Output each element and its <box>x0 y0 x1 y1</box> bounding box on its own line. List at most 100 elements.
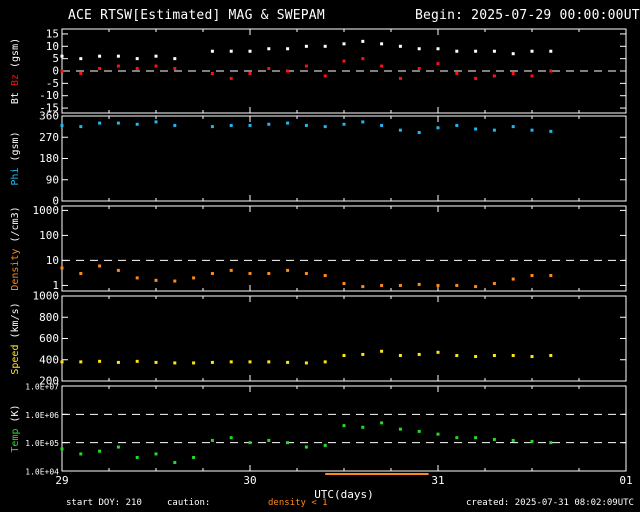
bt-point <box>304 44 308 48</box>
speed-point <box>361 352 365 356</box>
bt-point <box>474 49 478 53</box>
speed-point <box>398 354 402 357</box>
temp-point <box>192 455 196 459</box>
temp-point <box>398 427 402 431</box>
bt-point <box>492 49 496 53</box>
bz-point <box>549 69 553 73</box>
phi-point <box>323 125 327 129</box>
temp-point <box>380 421 384 425</box>
bt-point <box>154 54 158 58</box>
density-point <box>361 285 365 289</box>
phi-ytick-label: 90 <box>46 173 59 186</box>
density-point <box>549 273 553 277</box>
bt-point <box>361 39 365 43</box>
density-point <box>192 276 196 280</box>
speed-point <box>248 360 252 364</box>
density-point <box>436 283 440 287</box>
phi-ytick-label: 360 <box>39 110 59 123</box>
bz-point <box>492 74 496 78</box>
bz-point <box>417 67 421 71</box>
bt-point <box>60 54 64 58</box>
speed-ytick-label: 1000 <box>33 290 60 303</box>
bz-point <box>229 76 233 80</box>
speed-point <box>455 354 459 357</box>
speed-point <box>380 349 384 353</box>
speed-point <box>323 360 327 364</box>
caution-label: caution: <box>167 498 211 508</box>
bt-point <box>436 47 440 51</box>
speed-ytick-label: 800 <box>39 311 59 324</box>
bt-point <box>229 49 233 53</box>
speed-point <box>436 350 440 354</box>
temp-point <box>98 449 102 453</box>
bt-point <box>286 47 290 51</box>
bz-point <box>511 71 515 75</box>
temp-point <box>436 432 440 436</box>
bz-point <box>361 57 365 61</box>
speed-point <box>286 360 290 364</box>
density-ylabel: Density (/cm3) <box>10 206 21 290</box>
mag-ytick-label: 15 <box>46 27 59 40</box>
temp-point <box>304 445 308 449</box>
bz-point <box>60 69 64 73</box>
phi-panel-frame <box>61 115 627 202</box>
density-point <box>511 277 515 281</box>
mag-ylabel: Bt Bz (gsm) <box>10 38 21 104</box>
phi-point <box>286 121 290 125</box>
mag-ytick-label: 0 <box>52 65 59 78</box>
phi-ytick-label: 0 <box>52 195 59 208</box>
phi-point <box>304 123 308 127</box>
phi-point <box>135 122 139 126</box>
temp-point <box>173 460 177 464</box>
bz-point <box>135 67 139 71</box>
speed-point <box>474 355 478 359</box>
density-point <box>267 272 271 276</box>
bt-point <box>549 49 553 53</box>
speed-point <box>135 359 139 363</box>
density-point <box>98 264 102 268</box>
bz-point <box>173 67 177 71</box>
temp-ytick-label: 1.0E+07 <box>25 383 59 392</box>
bt-point <box>417 47 421 51</box>
speed-point <box>417 352 421 356</box>
bz-point <box>116 64 120 68</box>
temp-point <box>135 455 139 459</box>
density-ytick-label: 10 <box>46 254 59 267</box>
phi-point <box>154 120 158 124</box>
density-point <box>248 272 252 276</box>
x-tick-label: 31 <box>431 474 444 487</box>
phi-point <box>248 123 252 127</box>
x-tick-label: 29 <box>55 474 68 487</box>
speed-point <box>192 361 196 365</box>
density-point <box>304 272 308 276</box>
bt-point <box>173 57 177 61</box>
temp-point <box>342 424 346 428</box>
phi-point <box>173 123 177 127</box>
speed-point <box>530 355 534 359</box>
density-point <box>380 283 384 287</box>
speed-ytick-label: 600 <box>39 332 59 345</box>
temp-point <box>286 441 290 445</box>
x-tick-label: 30 <box>243 474 256 487</box>
speed-point <box>229 360 233 364</box>
bz-point <box>398 76 402 80</box>
phi-point <box>116 121 120 125</box>
phi-point <box>398 128 402 132</box>
bz-point <box>455 71 459 75</box>
mag-ytick-label: -5 <box>46 77 59 90</box>
mag-ytick-label: -10 <box>39 89 59 102</box>
temp-point <box>154 452 158 456</box>
temp-point <box>455 436 459 440</box>
bt-point <box>398 44 402 48</box>
density-point <box>417 282 421 286</box>
bt-point <box>248 49 252 53</box>
temp-point <box>210 438 214 442</box>
speed-point <box>210 360 214 364</box>
temp-point <box>229 436 233 440</box>
phi-point <box>530 128 534 132</box>
speed-point <box>173 361 177 365</box>
density-point <box>173 279 177 283</box>
temp-point <box>248 441 252 445</box>
density-point <box>210 272 214 276</box>
bt-point <box>79 57 83 61</box>
